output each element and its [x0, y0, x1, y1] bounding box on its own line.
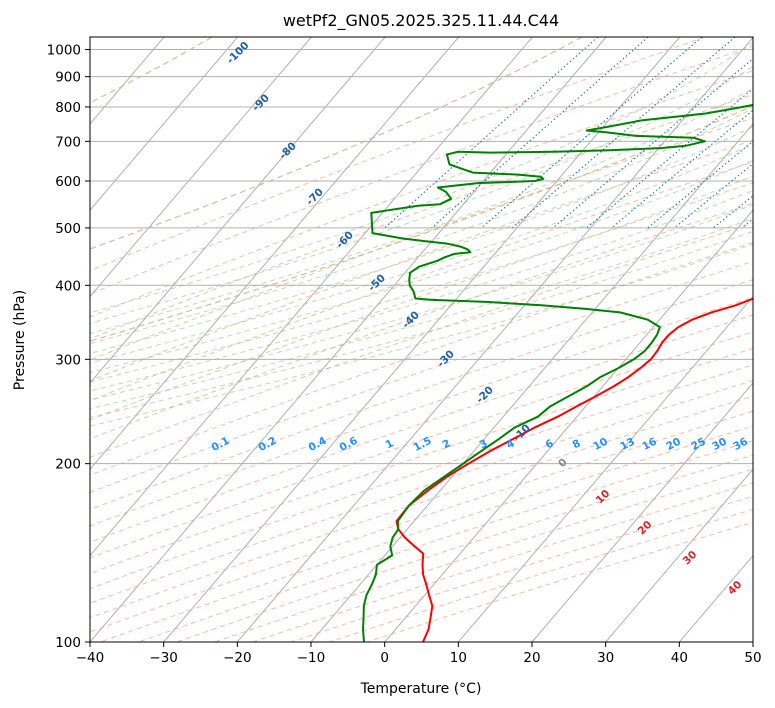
y-tick-label: 700	[55, 134, 81, 150]
dry-adiabat-line	[90, 45, 753, 295]
y-tick-label: 500	[55, 221, 81, 237]
moist-adiabat-line	[90, 87, 753, 335]
plot-frame	[89, 36, 754, 643]
dry-adiabat-line	[90, 70, 753, 318]
isotherm-line	[90, 37, 533, 557]
x-tick-label: 0	[380, 650, 389, 666]
y-tick-label: 1000	[47, 43, 81, 59]
x-tick-label: −30	[149, 650, 178, 666]
temperature-profile-line	[395, 297, 753, 642]
x-tick-label: −40	[76, 650, 105, 666]
dry-adiabat-line	[90, 242, 753, 476]
x-tick-label: 10	[450, 650, 467, 666]
isotherm-line	[605, 468, 753, 642]
x-axis-label: Temperature (°C)	[360, 681, 482, 697]
x-tick-label: −20	[223, 650, 252, 666]
y-tick-label: 100	[55, 635, 81, 651]
moist-adiabat-line	[90, 190, 753, 392]
x-tick-label: 40	[671, 650, 688, 666]
x-tick-label: 20	[523, 650, 540, 666]
y-tick-label: 400	[55, 278, 81, 294]
dry-adiabat-line	[90, 94, 753, 340]
mixing-ratio-line	[384, 37, 599, 229]
moist-adiabat-line	[90, 143, 753, 364]
y-tick-label: 600	[55, 174, 81, 190]
profile-series	[362, 103, 753, 642]
isotherm-line	[457, 295, 753, 642]
moist-adiabat-line	[90, 159, 753, 374]
lcl-curve	[90, 105, 753, 342]
y-tick-label: 300	[55, 352, 81, 368]
y-tick-label: 200	[55, 457, 81, 473]
dewpoint-profile-line	[362, 103, 753, 642]
isotherm-line	[384, 209, 753, 642]
isotherm-line	[90, 37, 386, 384]
moist-adiabat-line	[90, 41, 753, 314]
chart-title: wetPf2_GN05.2025.325.11.44.C44	[283, 11, 559, 31]
moist-adiabat-line	[90, 126, 753, 354]
moist-adiabat-line	[90, 204, 753, 401]
background-lines	[90, 37, 753, 642]
isotherm-line	[90, 37, 239, 211]
isotherm-line	[531, 382, 753, 642]
dry-adiabat-line	[90, 37, 706, 272]
dry-adiabat-line	[90, 347, 753, 574]
moist-adiabat-line	[90, 66, 753, 324]
x-tick-label: −10	[297, 650, 326, 666]
dry-adiabat-line	[90, 380, 753, 604]
y-tick-label: 900	[55, 70, 81, 86]
isotherm-line	[163, 37, 681, 642]
isotherm-line	[90, 37, 312, 298]
dry-adiabat-line	[90, 260, 753, 494]
y-tick-label: 800	[55, 100, 81, 116]
isotherm-line	[90, 37, 607, 642]
lcl-curve	[90, 37, 583, 250]
dry-adiabat-line	[90, 202, 753, 440]
dry-adiabat-line	[90, 182, 753, 421]
x-tick-label: 50	[744, 650, 761, 666]
x-tick-label: 30	[597, 650, 614, 666]
mixing-ratio-line	[512, 37, 736, 229]
dry-adiabat-line	[90, 395, 753, 619]
y-axis-label: Pressure (hPa)	[12, 290, 28, 390]
moist-adiabat-line	[90, 107, 753, 345]
dry-adiabat-line	[90, 296, 753, 527]
moist-adiabat-line	[90, 243, 753, 427]
moist-adiabat-line	[90, 175, 753, 383]
moist-adiabat-line	[90, 230, 753, 418]
mixing-ratio-line	[481, 37, 703, 229]
axis-ticks: −40 −30 −20 −10 0 10 20 30 40 50 100 200 300 400 500 60…	[47, 43, 762, 666]
